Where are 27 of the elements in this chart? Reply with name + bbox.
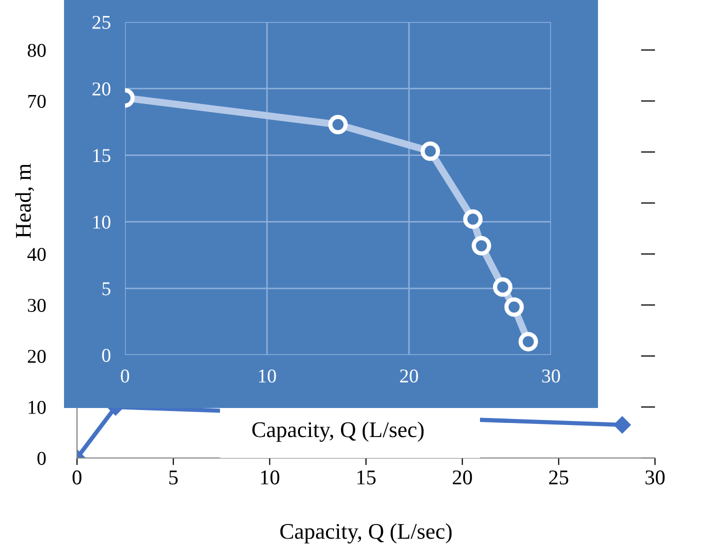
y-tick-label: 20 [92,82,110,96]
x-tick-label: 5 [169,470,178,484]
y-tick-label: 80 [28,44,46,57]
x-tick-label: 0 [120,369,130,383]
x-tick-label: 25 [549,470,568,484]
x-tick-label: 0 [72,470,82,484]
y-tick-label: 0 [102,348,110,362]
y-tick-label: 25 [92,16,110,29]
x-axis-title: Capacity, Q (L/sec) [252,422,424,442]
y-tick-label: 5 [102,282,110,296]
x-tick-label: 30 [646,470,665,484]
y-tick-label: 0 [37,452,46,465]
x-tick-label: 10 [258,369,276,383]
x-axis-title: Capacity, Q (L/sec) [280,523,452,544]
y-tick-label: 40 [27,248,46,261]
y-axis-title: Head, m [15,164,34,238]
y-tick-label: 30 [28,298,46,312]
y-tick-label: 15 [93,149,110,162]
y-tick-label: 20 [28,350,46,363]
x-tick-label: 20 [452,470,472,484]
x-tick-label: 15 [357,470,376,484]
x-tick-label: 30 [542,369,560,383]
y-tick-label: 10 [28,400,46,414]
x-tick-label: 10 [261,470,280,484]
y-tick-label: 70 [28,94,46,108]
x-tick-label: 20 [400,369,418,383]
y-tick-label: 10 [93,216,110,229]
